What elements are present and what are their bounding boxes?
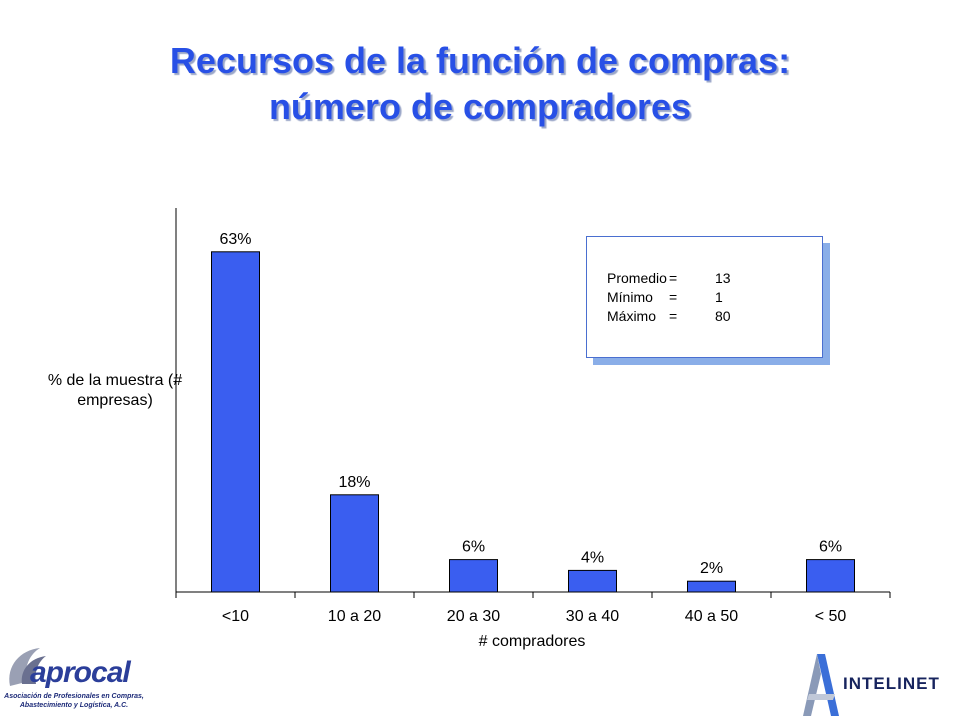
- aprocal-logo-text: aprocal: [30, 656, 131, 689]
- page-title: Recursos de la función de compras: númer…: [0, 38, 960, 130]
- stats-value: 13: [715, 270, 731, 286]
- stats-equals: =: [669, 270, 678, 286]
- intelinet-logo: INTELINET: [795, 650, 960, 720]
- intelinet-logo-text: INTELINET: [843, 674, 940, 693]
- x-axis-label: # compradores: [479, 633, 586, 650]
- aprocal-emblem-icon: [9, 648, 46, 686]
- stats-label: Promedio: [607, 270, 667, 286]
- stats-box: Promedio = 13 Mínimo = 1 Máximo = 80: [586, 236, 823, 358]
- bar: [568, 569, 617, 593]
- data-label: 6%: [462, 539, 485, 556]
- stats-row: Máximo = 80: [607, 307, 731, 326]
- bar: [449, 559, 498, 593]
- bar: [687, 580, 736, 593]
- data-label: 63%: [219, 231, 251, 248]
- bar: [211, 251, 260, 593]
- stats-label: Mínimo: [607, 289, 653, 305]
- x-tick-label: 10 a 20: [328, 608, 381, 625]
- data-label: 18%: [338, 474, 370, 491]
- x-tick-label: < 50: [815, 608, 847, 625]
- stats-label: Máximo: [607, 308, 657, 324]
- x-tick-label: 20 a 30: [447, 608, 500, 625]
- data-label: 6%: [819, 539, 842, 556]
- title-line-1: Recursos de la función de compras:: [169, 40, 791, 81]
- x-tick-label-group: <10 10 a 20 20 a 30 30 a 40 40 a 50 < 50: [222, 608, 846, 625]
- bar-group: [211, 251, 855, 593]
- x-tick-label: <10: [222, 608, 249, 625]
- stats-equals: =: [669, 308, 678, 324]
- bar: [806, 559, 855, 593]
- data-label: 4%: [581, 549, 604, 566]
- data-label-group: 63% 18% 6% 4% 2% 6%: [219, 231, 842, 577]
- data-label: 2%: [700, 560, 723, 577]
- stats-value: 1: [715, 289, 723, 305]
- title-line-2: número de compradores: [268, 86, 692, 127]
- x-tick-label: 40 a 50: [685, 608, 738, 625]
- aprocal-logo-subtitle: Asociación de Profesionales en Compras, …: [4, 693, 144, 709]
- y-axis-label: % de la muestra (# empresas): [47, 372, 183, 409]
- aprocal-logo: aprocal Asociación de Profesionales en C…: [0, 636, 150, 716]
- stats-row: Mínimo = 1: [607, 288, 731, 307]
- stats-value: 80: [715, 308, 731, 324]
- bar: [330, 494, 379, 593]
- intelinet-emblem-icon: [803, 654, 839, 716]
- stats-equals: =: [669, 289, 678, 305]
- stats-row: Promedio = 13: [607, 269, 731, 288]
- x-tick-label: 30 a 40: [566, 608, 619, 625]
- stats-table: Promedio = 13 Mínimo = 1 Máximo = 80: [607, 269, 731, 326]
- axes: [175, 208, 891, 598]
